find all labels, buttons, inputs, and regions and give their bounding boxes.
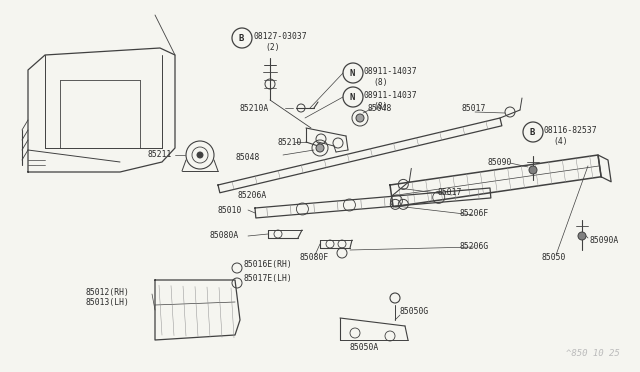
Text: N: N (349, 93, 355, 102)
Text: 85050: 85050 (542, 253, 566, 263)
Text: 85090: 85090 (487, 157, 511, 167)
Text: 85016E(RH): 85016E(RH) (243, 260, 292, 269)
Text: 85206G: 85206G (460, 241, 489, 250)
Text: (8): (8) (373, 77, 388, 87)
Text: 85080A: 85080A (210, 231, 239, 240)
Text: 08127-03037: 08127-03037 (253, 32, 307, 41)
Text: 85211: 85211 (148, 150, 172, 158)
Text: 85210A: 85210A (240, 103, 269, 112)
Text: 85050A: 85050A (350, 343, 380, 353)
Text: 85048: 85048 (235, 153, 259, 161)
Text: 85013(LH): 85013(LH) (85, 298, 129, 307)
Text: B: B (238, 33, 244, 42)
Text: ^850 10 25: ^850 10 25 (566, 349, 620, 358)
Text: 85048: 85048 (367, 103, 392, 112)
Text: (2): (2) (265, 42, 280, 51)
Circle shape (529, 166, 537, 174)
Text: (4): (4) (553, 137, 568, 145)
Circle shape (316, 144, 324, 152)
Text: B: B (529, 128, 534, 137)
Circle shape (197, 152, 203, 158)
Text: 85206A: 85206A (238, 190, 268, 199)
Circle shape (578, 232, 586, 240)
Text: 85010: 85010 (218, 205, 243, 215)
Text: 08116-82537: 08116-82537 (544, 125, 598, 135)
Text: 85050G: 85050G (400, 308, 429, 317)
Circle shape (356, 114, 364, 122)
Text: 08911-14037: 08911-14037 (364, 67, 418, 76)
Text: 85210: 85210 (278, 138, 302, 147)
Text: 85017E(LH): 85017E(LH) (243, 273, 292, 282)
Text: 85017: 85017 (462, 103, 486, 112)
Text: N: N (349, 68, 355, 77)
Text: 08911-14037: 08911-14037 (364, 90, 418, 99)
Text: (8): (8) (373, 102, 388, 110)
Text: 85080F: 85080F (300, 253, 329, 263)
Text: 85012(RH): 85012(RH) (85, 288, 129, 296)
Text: 85090A: 85090A (590, 235, 620, 244)
Text: 85206F: 85206F (460, 208, 489, 218)
Text: 85017: 85017 (438, 187, 462, 196)
